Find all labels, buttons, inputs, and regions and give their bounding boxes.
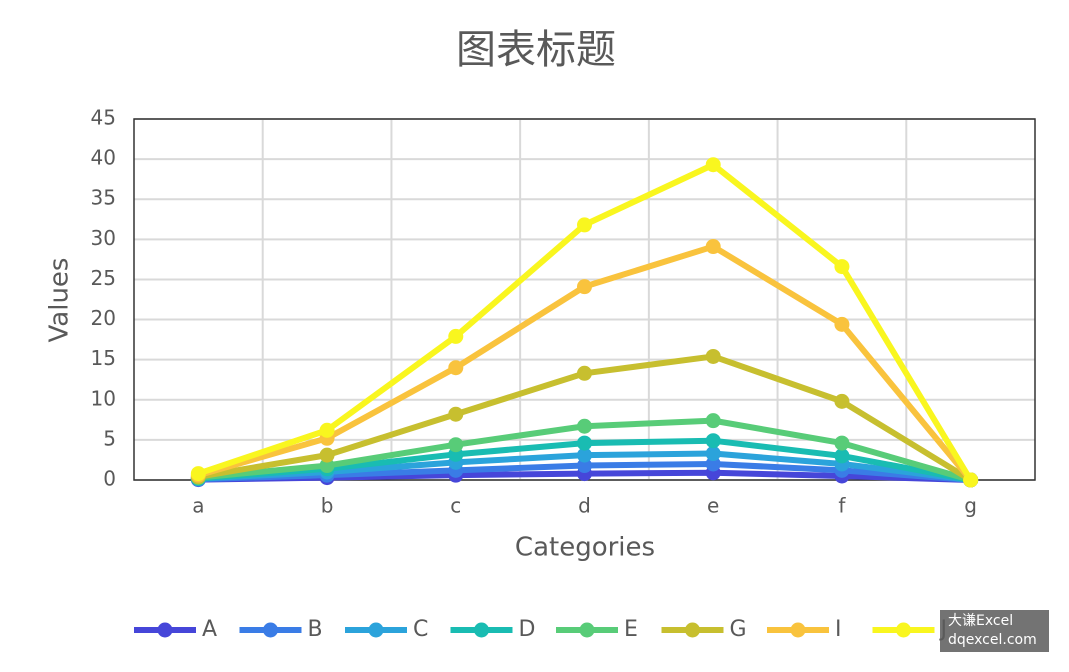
chart-title: 图表标题 xyxy=(456,27,616,73)
marker xyxy=(705,239,721,255)
x-tick-label: f xyxy=(838,494,846,518)
y-tick-label: 0 xyxy=(103,467,116,491)
marker xyxy=(577,458,592,474)
y-tick-label: 10 xyxy=(91,386,116,410)
watermark: 大谦Excel xyxy=(948,613,1013,629)
marker xyxy=(577,447,592,463)
marker xyxy=(705,433,721,449)
marker xyxy=(319,422,335,438)
marker xyxy=(705,348,721,364)
x-axis-label: Categories xyxy=(515,533,655,563)
legend-label: C xyxy=(413,617,428,642)
x-tick-label: e xyxy=(707,494,719,518)
marker xyxy=(963,472,979,488)
marker xyxy=(577,435,592,451)
watermark: dqexcel.com xyxy=(948,632,1037,648)
x-tick-label: b xyxy=(321,494,334,518)
legend-marker xyxy=(896,622,911,638)
legend-label: A xyxy=(202,617,217,642)
y-tick-label: 5 xyxy=(103,426,116,450)
marker xyxy=(705,456,721,472)
marker xyxy=(705,446,721,462)
marker xyxy=(448,406,464,422)
marker xyxy=(577,279,592,295)
x-tick-label: c xyxy=(450,494,461,518)
marker xyxy=(834,448,850,464)
marker xyxy=(448,328,464,344)
y-axis-label: Values xyxy=(45,258,75,343)
x-tick-label: d xyxy=(578,494,591,518)
legend-marker xyxy=(474,622,489,638)
legend-label: E xyxy=(624,617,638,642)
marker xyxy=(190,466,206,482)
y-tick-label: 40 xyxy=(91,146,116,170)
marker xyxy=(319,458,335,474)
legend-marker xyxy=(368,622,384,638)
marker xyxy=(705,413,721,429)
legend-marker xyxy=(263,622,278,638)
marker xyxy=(834,316,850,332)
marker xyxy=(448,437,464,453)
marker xyxy=(705,157,721,173)
legend-marker xyxy=(579,622,595,638)
marker xyxy=(448,360,464,376)
watermark-box xyxy=(940,610,1049,652)
marker xyxy=(319,447,335,463)
marker xyxy=(834,259,850,275)
legend-marker xyxy=(685,622,700,638)
marker xyxy=(577,365,592,381)
legend-label: D xyxy=(519,617,536,642)
marker xyxy=(834,393,850,409)
legend-label: G xyxy=(730,617,747,642)
y-tick-label: 35 xyxy=(91,186,116,210)
y-tick-label: 30 xyxy=(91,226,116,250)
legend-marker xyxy=(157,622,173,638)
x-tick-label: a xyxy=(192,494,204,518)
x-tick-label: g xyxy=(964,494,977,518)
legend-label: B xyxy=(308,617,323,642)
y-tick-label: 20 xyxy=(91,306,116,330)
marker xyxy=(577,217,592,233)
legend-label: I xyxy=(835,617,842,642)
y-tick-label: 15 xyxy=(91,346,116,370)
marker xyxy=(834,435,850,451)
legend-marker xyxy=(790,622,806,638)
marker xyxy=(577,418,592,434)
y-tick-label: 45 xyxy=(91,106,116,130)
y-tick-label: 25 xyxy=(91,266,116,290)
